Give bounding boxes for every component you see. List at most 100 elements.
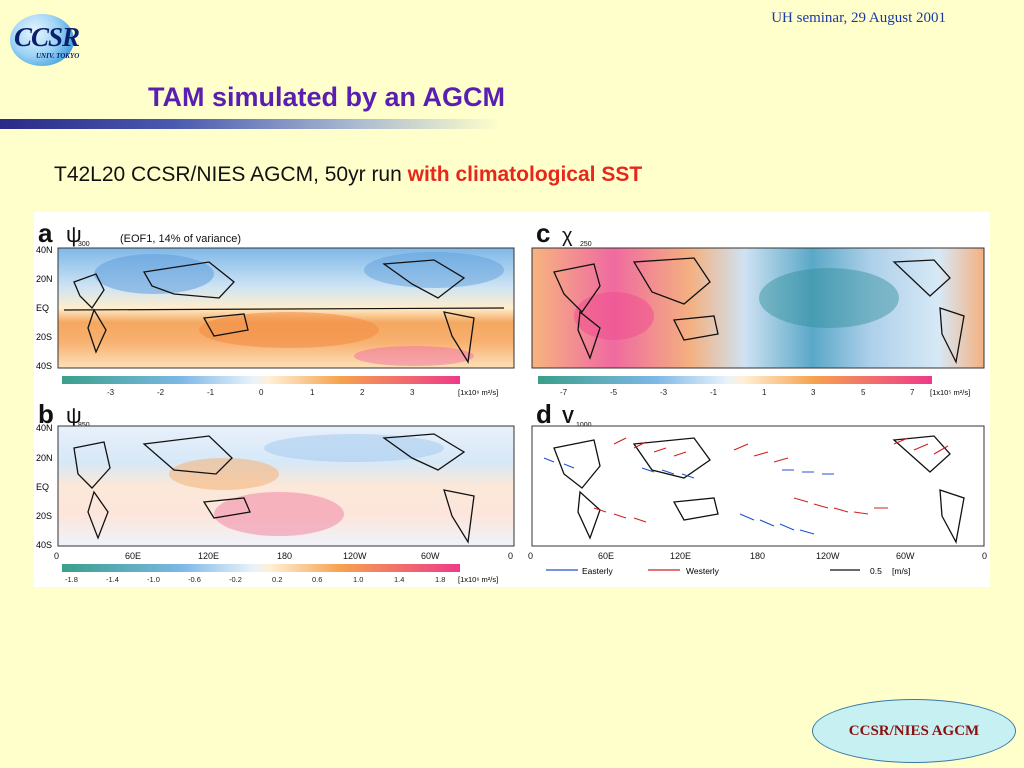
cb-tick: 1.4	[394, 575, 404, 584]
panel-a-colorbar	[62, 376, 460, 384]
cb-tick: 7	[910, 388, 915, 397]
panel-c: c χ 250 -7 -5 -3 -1 1 3 5 7 [1x10⁵ m²/s]	[531, 218, 985, 397]
model-badge: CCSR/NIES AGCM	[812, 699, 1016, 763]
cb-tick: -1	[207, 388, 215, 397]
panel-c-symbol: χ	[562, 225, 573, 247]
contour-blob	[169, 458, 279, 490]
cb-tick: 1.8	[435, 575, 445, 584]
easterly-label: Easterly	[582, 566, 613, 576]
contour-blob	[364, 252, 504, 288]
coastline	[73, 259, 475, 364]
slide-subtitle: T42L20 CCSR/NIES AGCM, 50yr run with cli…	[54, 163, 642, 187]
seminar-header: UH seminar, 29 August 2001	[771, 10, 946, 26]
cb-tick: 3	[410, 388, 415, 397]
panel-b-letter: b	[38, 399, 54, 429]
title-underline	[0, 119, 500, 129]
panel-a-letter: a	[38, 218, 53, 248]
subtitle-prefix: T42L20 CCSR/NIES AGCM, 50yr run	[54, 163, 408, 186]
zero-contour	[63, 307, 505, 311]
cb-tick: 1	[762, 388, 767, 397]
cb-tick: -0.6	[188, 575, 201, 584]
panel-b-colorbar	[62, 564, 460, 572]
cb-tick: 2	[360, 388, 365, 397]
lat-label: 40S	[36, 361, 52, 371]
lat-label: 20S	[36, 332, 52, 342]
contour-blob	[199, 312, 379, 348]
panel-c-unit: [1x10⁵ m²/s]	[930, 388, 970, 397]
lat-label: EQ	[36, 303, 49, 313]
panel-a-colorbar-ticks: -3 -2 -1 0 1 2 3	[107, 388, 415, 397]
lat-label: 20N	[36, 453, 53, 463]
panel-d-letter: d	[536, 399, 552, 429]
panel-b-colorbar-ticks: -1.8 -1.4 -1.0 -0.6 -0.2 0.2 0.6 1.0 1.4…	[65, 575, 445, 584]
panel-b-symbol: ψ	[66, 403, 82, 428]
panel-c-letter: c	[536, 218, 550, 248]
coastline	[73, 433, 475, 544]
cb-tick: -0.2	[229, 575, 242, 584]
cb-tick: -7	[560, 388, 568, 397]
panel-b-lat-axis: 40N 20N EQ 20S 40S	[36, 423, 53, 550]
figure-panels: a ψ 300 (EOF1, 14% of variance) 40N 20N …	[34, 212, 990, 587]
cb-tick: 0.6	[312, 575, 322, 584]
panel-d-legend: Easterly Westerly 0.5 [m/s]	[546, 566, 910, 576]
badge-label: CCSR/NIES AGCM	[848, 722, 980, 739]
panel-a: a ψ 300 (EOF1, 14% of variance) 40N 20N …	[36, 218, 515, 397]
contour-blob	[759, 268, 899, 328]
contour-blob	[94, 254, 214, 294]
lat-label: EQ	[36, 482, 49, 492]
cb-tick: 1	[310, 388, 315, 397]
panel-d-symbol: V	[562, 407, 574, 427]
lon-label: 120W	[816, 551, 840, 561]
cb-tick: -1	[710, 388, 718, 397]
lon-label: 0	[982, 551, 987, 561]
cb-tick: 3	[811, 388, 816, 397]
panel-d-lon-axis: 0 60E 120E 180 120W 60W 0	[528, 551, 987, 561]
panel-b: b ψ 850 40N 20N EQ 20S 40S 0 60E 120E 18…	[36, 399, 515, 584]
panel-c-level: 250	[580, 241, 592, 248]
panel-c-colorbar-ticks: -7 -5 -3 -1 1 3 5 7	[560, 388, 915, 397]
panel-b-lon-axis: 0 60E 120E 180 120W 60W 0	[54, 551, 513, 561]
cb-tick: -3	[107, 388, 115, 397]
westerly-vectors	[593, 437, 949, 523]
ccsr-logo: CCSR UNIV. TOKYO	[6, 8, 90, 68]
lon-label: 60W	[896, 551, 915, 561]
scale-value: 0.5	[870, 566, 882, 576]
cb-tick: 5	[861, 388, 866, 397]
panel-a-note: (EOF1, 14% of variance)	[120, 233, 241, 245]
panel-a-lat-axis: 40N 20N EQ 20S 40S	[36, 245, 53, 371]
lat-label: 20N	[36, 274, 53, 284]
cb-tick: 0.2	[272, 575, 282, 584]
cb-tick: -1.0	[147, 575, 160, 584]
panel-d-map	[532, 426, 984, 546]
scale-unit: [m/s]	[892, 566, 910, 576]
lon-label: 0	[54, 551, 59, 561]
contour-blob	[574, 292, 654, 340]
wind-vectors	[543, 437, 949, 535]
lat-label: 40S	[36, 540, 52, 550]
logo-subtext: UNIV. TOKYO	[36, 52, 80, 60]
lon-label: 180	[750, 551, 765, 561]
easterly-vectors	[543, 457, 834, 535]
panel-c-colorbar	[538, 376, 932, 384]
panel-a-unit: [1x10⁶ m²/s]	[458, 388, 498, 397]
cb-tick: 1.0	[353, 575, 363, 584]
contour-blob	[354, 346, 474, 366]
logo-text: CCSR	[14, 22, 80, 52]
lon-label: 180	[277, 551, 292, 561]
lon-label: 120E	[198, 551, 219, 561]
lat-label: 40N	[36, 245, 53, 255]
panel-b-unit: [1x10⁶ m²/s]	[458, 575, 498, 584]
panel-a-level: 300	[78, 241, 90, 248]
logo-globe-icon	[10, 14, 74, 66]
coastline	[553, 257, 965, 365]
cb-tick: -3	[660, 388, 668, 397]
lon-label: 60E	[125, 551, 141, 561]
cb-tick: -1.8	[65, 575, 78, 584]
lon-label: 120W	[343, 551, 367, 561]
lat-label: 40N	[36, 423, 53, 433]
subtitle-highlight: with climatological SST	[407, 163, 643, 186]
cb-tick: -2	[157, 388, 165, 397]
lon-label: 60W	[421, 551, 440, 561]
lon-label: 0	[508, 551, 513, 561]
contour-blob	[264, 434, 444, 462]
